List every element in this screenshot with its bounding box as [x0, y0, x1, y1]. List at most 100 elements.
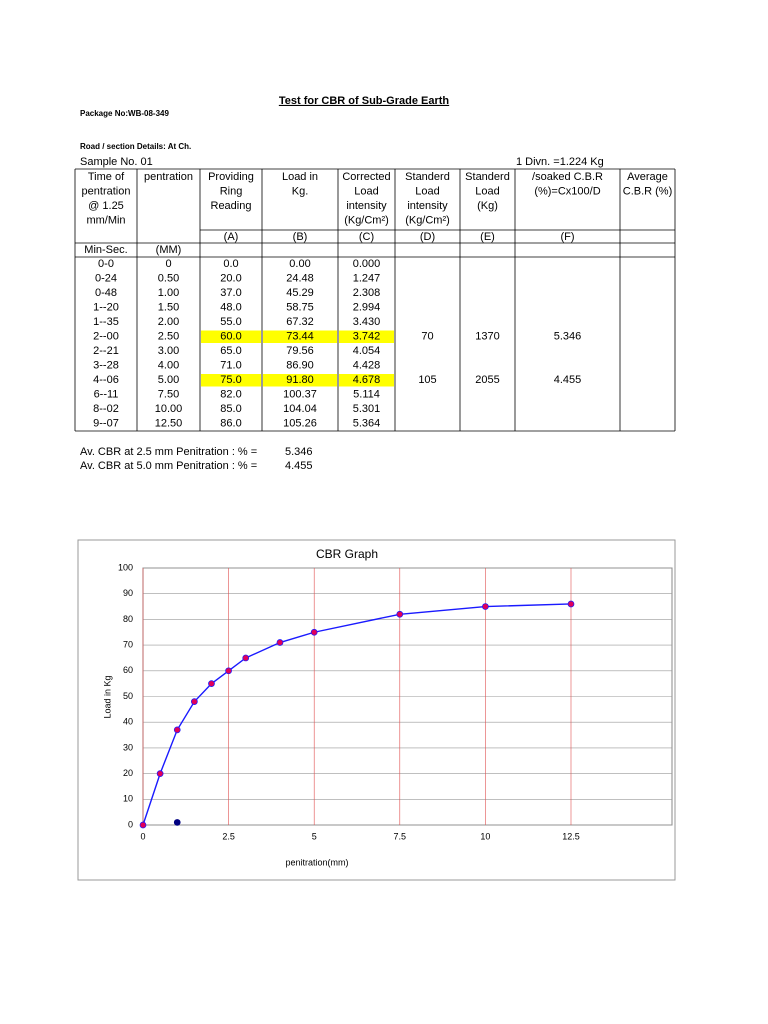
- table-cell: 4.428: [353, 360, 381, 372]
- data-point: [276, 639, 284, 646]
- package: Package No:WB-08-349: [80, 109, 169, 118]
- y-axis-label: Load in Kg: [102, 675, 112, 718]
- table-cell: 1.00: [158, 287, 179, 299]
- data-point: [482, 603, 489, 610]
- column-header: Load: [415, 185, 439, 197]
- table-cell: 100.37: [283, 389, 317, 401]
- highlight-cell: [339, 330, 394, 343]
- data-point: [173, 819, 181, 826]
- table-cell: 45.29: [286, 287, 314, 299]
- table-cell: 1.50: [158, 302, 179, 314]
- column-letter: (D): [420, 231, 435, 243]
- table-cell: 1370: [475, 331, 499, 343]
- table-cell: 71.0: [220, 360, 241, 372]
- highlight-cell: [263, 374, 337, 387]
- x-tick-label: 12.5: [562, 831, 580, 841]
- data-point: [567, 600, 575, 608]
- table-cell: 20.0: [220, 273, 241, 285]
- divn: 1 Divn. =1.224 Kg: [516, 156, 604, 168]
- table-cell: 4.054: [353, 345, 381, 357]
- y-tick-label: 70: [123, 639, 133, 649]
- table-cell: 0.50: [158, 273, 179, 285]
- title: Test for CBR of Sub-Grade Earth: [279, 95, 450, 107]
- summary-label: Av. CBR at 2.5 mm Penitration : % =: [80, 446, 257, 458]
- highlight-cell: [201, 330, 261, 343]
- column-letter: (F): [560, 231, 574, 243]
- data-point: [225, 667, 232, 675]
- table-cell: 12.50: [155, 418, 183, 430]
- summary-label: Av. CBR at 5.0 mm Penitration : % =: [80, 460, 257, 472]
- table-cell: 2--00: [93, 331, 119, 343]
- column-header: /soaked C.B.R: [532, 171, 603, 183]
- data-point: [310, 628, 318, 636]
- column-header: Corrected: [342, 171, 390, 183]
- table-cell: 1--20: [93, 302, 119, 314]
- column-header: Standerd: [405, 171, 450, 183]
- unit-label: (MM): [156, 244, 182, 256]
- table-cell: 7.50: [158, 389, 179, 401]
- x-tick-label: 0: [140, 831, 145, 841]
- column-header: pentration: [144, 171, 193, 183]
- y-tick-label: 80: [123, 614, 133, 624]
- table-cell: 4.00: [158, 360, 179, 372]
- table-cell: 4.678: [353, 374, 381, 386]
- table-cell: 0: [165, 258, 171, 270]
- column-header: Average: [627, 171, 668, 183]
- chart-title: CBR Graph: [316, 547, 378, 561]
- table-cell: 67.32: [286, 316, 314, 328]
- column-header: (Kg/Cm²): [405, 214, 450, 226]
- table-cell: 82.0: [220, 389, 241, 401]
- table-cell: 86.0: [220, 418, 241, 430]
- column-header: (%)=Cx100/D: [534, 185, 600, 197]
- table-cell: 37.0: [220, 287, 241, 299]
- table-cell: 0.00: [289, 258, 310, 270]
- table-cell: 3.430: [353, 316, 381, 328]
- table-cell: 55.0: [220, 316, 241, 328]
- table-cell: 5.114: [353, 389, 380, 401]
- column-header: Kg.: [292, 185, 309, 197]
- table-cell: 65.0: [220, 345, 241, 357]
- column-letter: (E): [480, 231, 495, 243]
- highlight-cell: [263, 330, 337, 343]
- column-header: pentration: [82, 185, 131, 197]
- table-cell: 104.04: [283, 403, 317, 415]
- table-cell: 2.00: [158, 316, 179, 328]
- column-header: intensity: [407, 200, 448, 212]
- table-cell: 5.00: [158, 374, 179, 386]
- table-cell: 0.000: [353, 258, 381, 270]
- column-header: Time of: [88, 171, 125, 183]
- data-point: [156, 770, 164, 777]
- table-cell: 1.247: [353, 273, 381, 285]
- column-letter: (B): [293, 231, 308, 243]
- y-tick-label: 100: [118, 562, 133, 572]
- column-header: Standerd: [465, 171, 510, 183]
- table-cell: 2.50: [158, 331, 179, 343]
- x-tick-label: 2.5: [222, 831, 235, 841]
- column-header: Load in: [282, 171, 318, 183]
- data-point: [396, 610, 404, 618]
- table-cell: 2055: [475, 374, 499, 386]
- table-cell: 79.56: [286, 345, 314, 357]
- x-axis-label: penitration(mm): [285, 857, 348, 867]
- table-cell: 48.0: [220, 302, 241, 314]
- column-header: (Kg): [477, 200, 498, 212]
- column-header: C.B.R (%): [623, 185, 673, 197]
- table-cell: 58.75: [286, 302, 314, 314]
- table-cell: 8--02: [93, 403, 119, 415]
- table-cell: 70: [421, 331, 433, 343]
- table-cell: 2--21: [93, 345, 119, 357]
- data-point: [139, 821, 147, 829]
- table-cell: 1--35: [93, 316, 119, 328]
- table-cell: 105: [418, 374, 436, 386]
- table-cell: 60.0: [220, 331, 241, 343]
- table-cell: 0-48: [95, 287, 117, 299]
- table-cell: 86.90: [286, 360, 314, 372]
- x-tick-label: 10: [480, 831, 490, 841]
- column-letter: (A): [224, 231, 239, 243]
- column-header: intensity: [346, 200, 387, 212]
- y-tick-label: 50: [123, 691, 133, 701]
- column-header: Load: [475, 185, 499, 197]
- table-cell: 5.301: [353, 403, 381, 415]
